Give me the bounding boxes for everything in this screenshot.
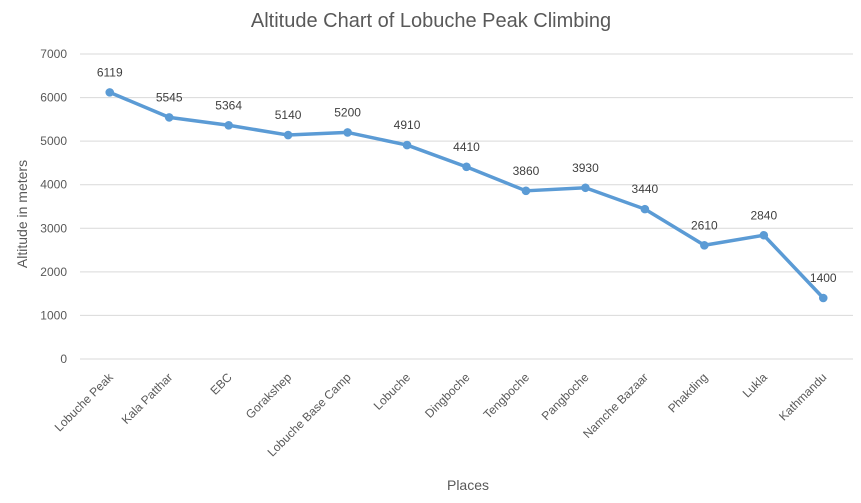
x-tick-label: Gorakshep — [243, 370, 295, 422]
x-tick-label: Lobuche — [371, 370, 414, 413]
x-tick-label: EBC — [207, 370, 235, 398]
y-tick-label: 2000 — [40, 265, 67, 279]
y-tick-label: 7000 — [40, 47, 67, 61]
data-label: 5200 — [334, 105, 361, 119]
data-label: 4910 — [394, 118, 421, 132]
data-point — [283, 130, 293, 140]
data-point — [164, 113, 174, 122]
gridlines — [80, 53, 853, 360]
data-label: 5364 — [215, 98, 242, 112]
y-axis-title: Altitude in meters — [14, 160, 30, 268]
x-tick-label: Tengboche — [481, 370, 533, 422]
y-tick-label: 1000 — [40, 308, 67, 322]
data-label: 1400 — [810, 271, 837, 285]
data-point — [224, 120, 233, 130]
data-point — [700, 240, 709, 250]
data-label: 5545 — [156, 90, 183, 104]
x-tick-label: Dingboche — [422, 370, 473, 421]
data-label: 5140 — [275, 108, 302, 122]
data-label: 4410 — [453, 140, 480, 154]
y-axis-ticks: 0 1000 2000 3000 4000 5000 6000 7000 — [40, 47, 67, 366]
data-point — [818, 293, 828, 303]
x-axis-ticks: Lobuche Peak Kala Patthar EBC Gorakshep Lobu… — [52, 370, 830, 460]
data-label: 2610 — [691, 218, 718, 232]
data-point — [462, 162, 471, 172]
data-point — [402, 140, 412, 150]
x-tick-label: Pangboche — [539, 370, 592, 423]
y-tick-label: 6000 — [40, 91, 67, 105]
y-tick-label: 4000 — [40, 178, 67, 192]
series-altitude — [105, 88, 828, 303]
data-labels: 6119 5545 5364 5140 5200 4910 4410 3860 3930 3440… — [97, 65, 837, 285]
data-point — [640, 204, 650, 214]
data-point — [521, 186, 531, 196]
series-line — [107, 90, 826, 300]
x-tick-label: Kala Patthar — [119, 370, 176, 427]
x-tick-label: Lobuche Peak — [52, 370, 117, 435]
data-label: 3860 — [513, 164, 540, 178]
data-label: 6119 — [97, 65, 123, 79]
data-point — [343, 128, 352, 137]
data-label: 2840 — [750, 208, 777, 222]
y-tick-label: 5000 — [40, 134, 67, 148]
data-point — [581, 183, 590, 193]
data-point — [105, 88, 115, 97]
x-tick-label: Kathmandu — [776, 370, 829, 423]
x-axis-title: Places — [447, 477, 489, 493]
data-point — [759, 230, 769, 240]
data-label: 3440 — [632, 182, 659, 196]
y-tick-label: 3000 — [40, 221, 67, 235]
x-tick-label: Lukla — [740, 370, 770, 400]
data-label: 3930 — [572, 161, 599, 175]
x-tick-label: Phakding — [665, 370, 710, 415]
chart-title: Altitude Chart of Lobuche Peak Climbing — [251, 10, 611, 32]
x-tick-label: Namche Bazaar — [580, 370, 651, 441]
y-tick-label: 0 — [60, 352, 67, 366]
